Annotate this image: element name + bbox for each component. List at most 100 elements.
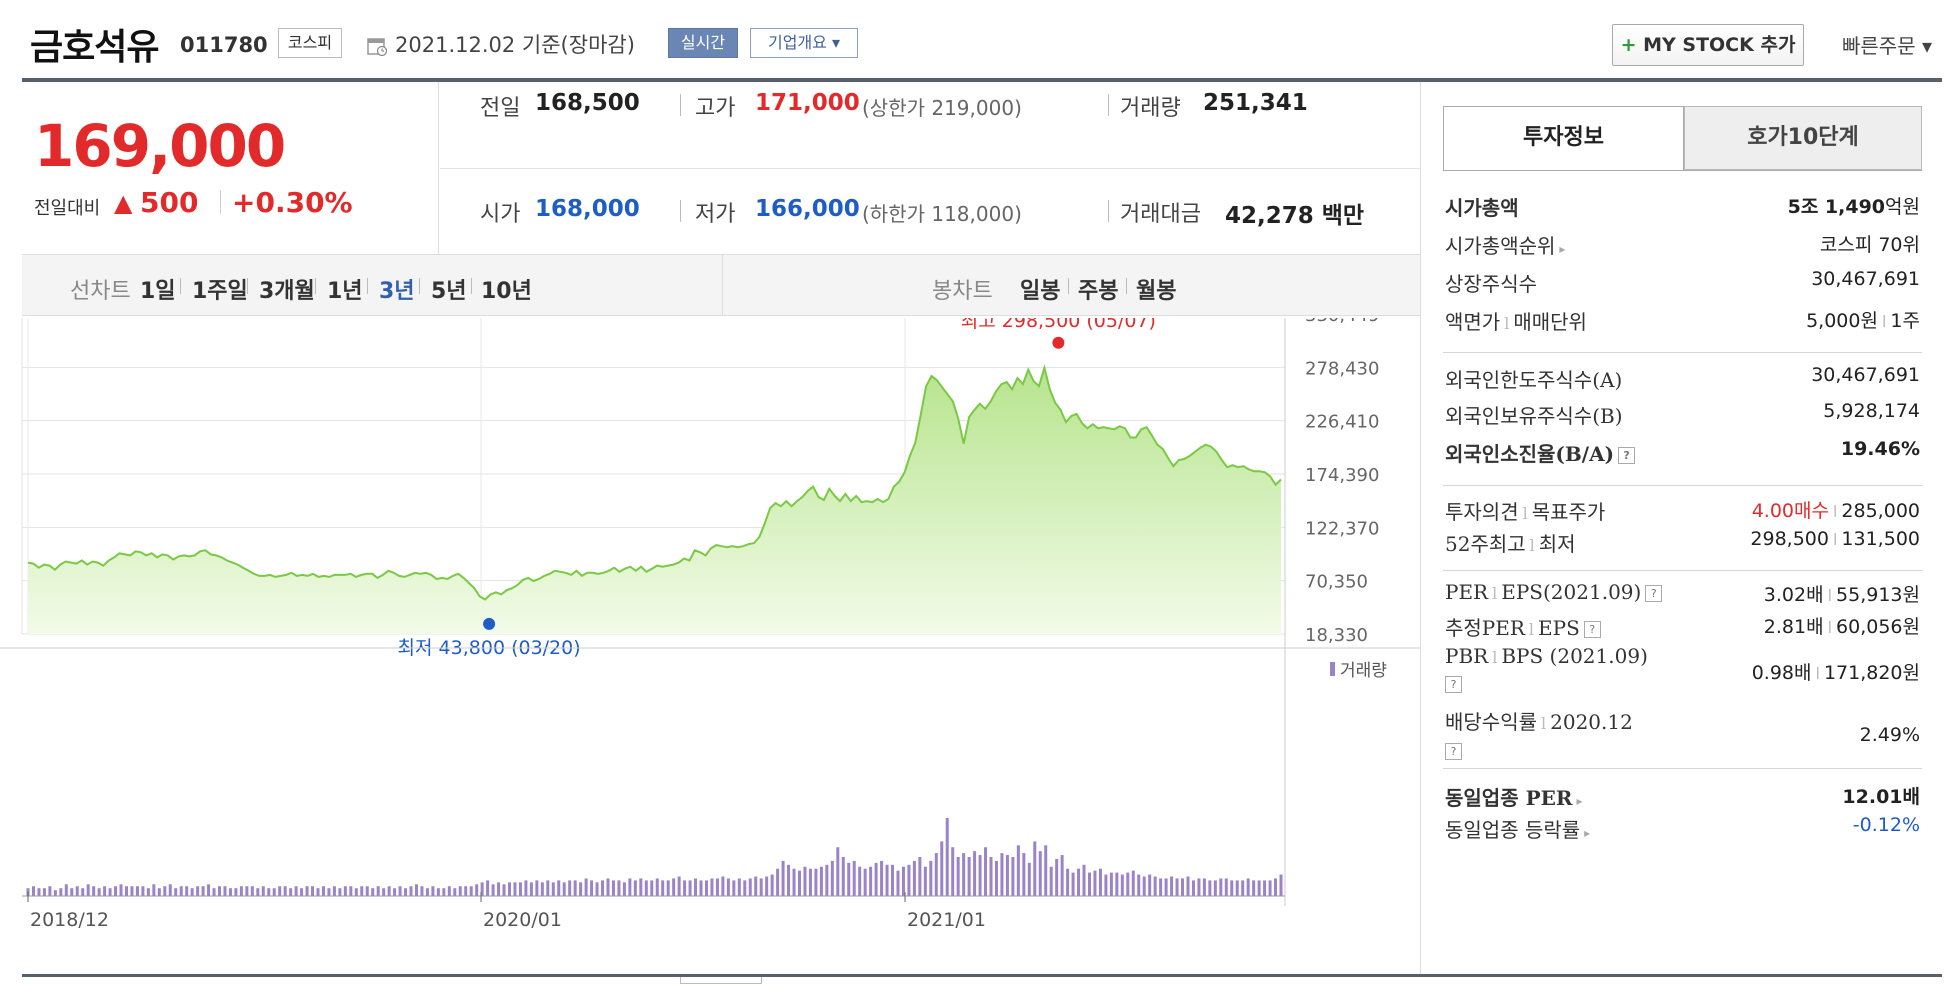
add-my-stock-button[interactable]: + MY STOCK 추가 [1612, 24, 1804, 66]
volume-bar [683, 880, 687, 896]
period-10y[interactable]: 10년 [481, 279, 532, 304]
candle-chart-label: 봉차트 [932, 279, 993, 304]
volume-bar [152, 884, 156, 896]
volume-bar [617, 880, 621, 896]
dividend-value: 2.49% [1859, 724, 1920, 746]
help-icon[interactable]: ? [1445, 676, 1462, 693]
volume-bar [53, 890, 57, 896]
volume-bar [387, 886, 391, 896]
volume-bar [1120, 874, 1124, 896]
opinion-value: 4.00매수 l 285,000 [1751, 500, 1920, 522]
volume-bar [393, 888, 397, 896]
y-tick-label: 278,430 [1305, 358, 1379, 379]
market-cap-rank-value: 코스피 70위 [1819, 234, 1920, 256]
volume-bar [1241, 880, 1245, 896]
volume-bar [1126, 872, 1130, 896]
volume-bar [951, 847, 955, 896]
period-3m[interactable]: 3개월 [259, 279, 315, 304]
est-per-row: 추정PER l EPS? 2.81배 l 60,056원 [1445, 612, 1920, 642]
volume-bar [891, 864, 895, 896]
volume-bar [737, 878, 741, 896]
dividend-row: 배당수익률 l 2020.12? 2.49% [1445, 706, 1920, 762]
volume-bar [1071, 872, 1075, 896]
volume-bar [1033, 841, 1037, 896]
more-arrow-icon: ▸ [1584, 826, 1591, 840]
tab-order-book[interactable]: 호가10단계 [1684, 106, 1922, 170]
candle-monthly[interactable]: 월봉 [1136, 279, 1177, 304]
volume-bar [37, 888, 41, 896]
volume-bar [141, 886, 145, 896]
x-tick-label: 2021/01 [907, 909, 986, 931]
volume-bar [436, 888, 440, 896]
volume-bar [207, 884, 211, 896]
foreign-limit-row: 외국인한도주식수(A) 30,467,691 [1445, 364, 1920, 394]
volume-bar [31, 886, 35, 896]
volume-bar [174, 888, 178, 896]
est-per-label: 추정PER l EPS? [1445, 612, 1601, 641]
volume-bar [923, 866, 927, 896]
period-3y[interactable]: 3년 [379, 279, 415, 304]
volume-bar [650, 880, 654, 896]
volume-bar [880, 860, 884, 896]
volume-bar [869, 866, 873, 896]
volume-bar [830, 860, 834, 896]
y-tick-label: 330,449 [1305, 318, 1379, 326]
tab-investment-info[interactable]: 투자정보 [1443, 106, 1684, 170]
period-1d[interactable]: 1일 [140, 279, 176, 304]
y-tick-label: 122,370 [1305, 518, 1379, 539]
help-icon[interactable]: ? [1645, 585, 1663, 602]
sector-change-row[interactable]: 동일업종 등락률 ▸ -0.12% [1445, 814, 1920, 844]
sector-per-row[interactable]: 동일업종 PER ▸ 12.01배 [1445, 782, 1920, 812]
stock-header: 금호석유 011780 코스피 2021.12.02 기준(장마감) 실시간 기… [0, 0, 1958, 80]
volume-bar [168, 884, 172, 896]
quick-order-dropdown[interactable]: 빠른주문 ▾ [1842, 34, 1932, 58]
panel-divider [1443, 570, 1922, 571]
volume-legend-swatch [1330, 662, 1335, 676]
volume-bar [212, 888, 216, 896]
volume-bar [283, 886, 287, 896]
help-icon[interactable]: ? [1583, 621, 1601, 638]
more-arrow-icon: ▸ [1559, 242, 1566, 256]
volume-bar [579, 882, 583, 896]
volume-bar [978, 855, 982, 896]
volume-bar [349, 886, 353, 896]
volume-bar [1279, 874, 1283, 896]
period-1y[interactable]: 1년 [327, 279, 363, 304]
price-chart[interactable]: 330,449 278,430 226,410 174,390 122,370 70,35… [0, 318, 1420, 974]
help-icon[interactable]: ? [1618, 447, 1636, 464]
volume-bar [272, 888, 276, 896]
volume-bar [863, 868, 867, 896]
period-5y[interactable]: 5년 [431, 279, 467, 304]
volume-bar [404, 888, 408, 896]
panel-divider [1443, 485, 1922, 486]
candle-weekly[interactable]: 주봉 [1078, 279, 1119, 304]
bottom-tab [680, 977, 762, 984]
foreign-ratio-label: 외국인소진율(B/A)? [1445, 438, 1636, 467]
help-icon[interactable]: ? [1445, 743, 1462, 760]
volume-bar [81, 888, 85, 896]
volume-bar [606, 878, 610, 896]
period-bar-divider [722, 255, 723, 315]
volume-bar [475, 884, 479, 896]
volume-bar [442, 888, 446, 896]
high-value: 171,000 [755, 90, 860, 116]
volume-bar [721, 876, 725, 896]
market-cap-value: 5조 1,490억원 [1787, 196, 1920, 218]
week52-value: 298,500 l 131,500 [1750, 528, 1920, 550]
volume-bar [1011, 857, 1015, 896]
period-1w[interactable]: 1주일 [192, 279, 248, 304]
market-cap-rank-row[interactable]: 시가총액순위 ▸ 코스피 70위 [1445, 230, 1920, 260]
volume-bar [945, 818, 949, 896]
volume-bar [425, 888, 429, 896]
company-overview-dropdown[interactable]: 기업개요 ▾ [750, 28, 858, 58]
realtime-button[interactable]: 실시간 [668, 28, 738, 58]
volume-bar [1263, 880, 1267, 896]
candle-daily[interactable]: 일봉 [1020, 279, 1061, 304]
volume-bar [305, 886, 309, 896]
volume-bar [929, 860, 933, 896]
volume-bar [622, 882, 626, 896]
week52-label: 52주최고 l 최저 [1445, 532, 1576, 556]
more-arrow-icon: ▸ [1576, 794, 1583, 808]
high-annotation: 최고 298,500 (05/07) [961, 318, 1156, 332]
volume-bar [1252, 880, 1256, 896]
